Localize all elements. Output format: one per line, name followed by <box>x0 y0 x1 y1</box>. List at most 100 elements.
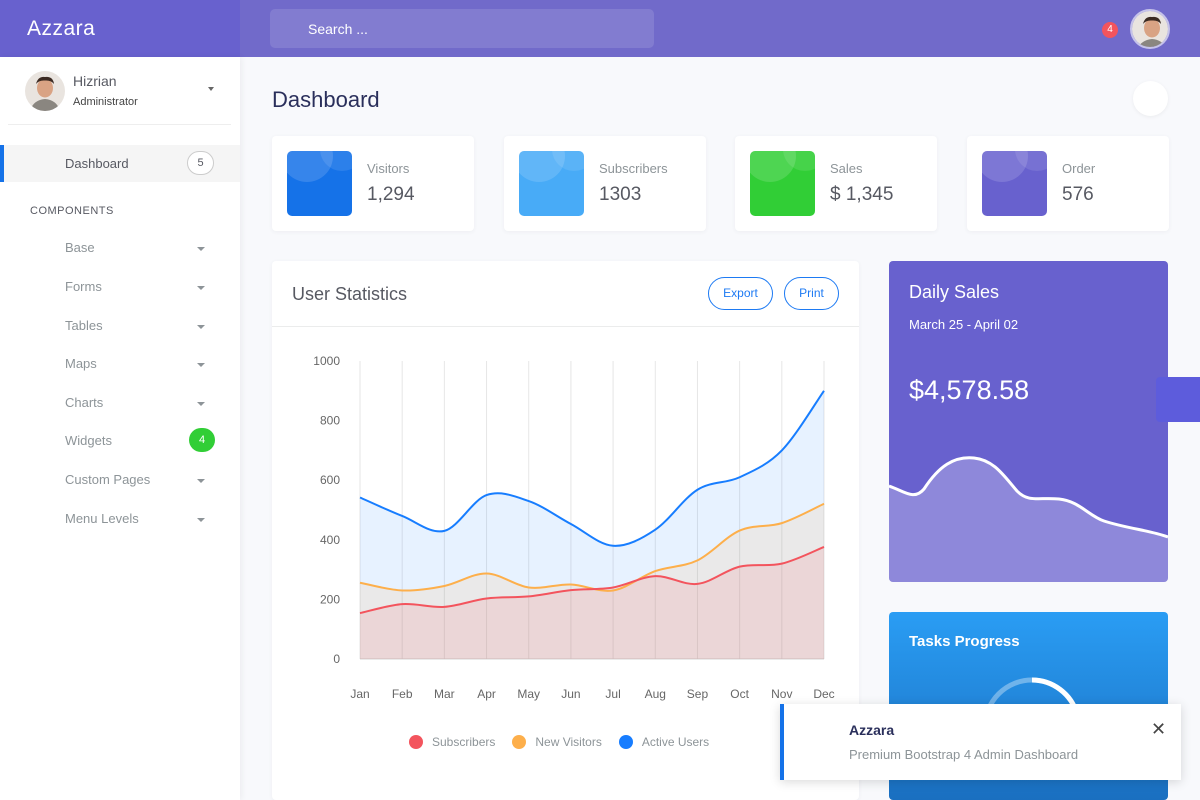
legend-item[interactable]: Active Users <box>618 735 710 749</box>
sidebar-item-label: Base <box>65 240 95 255</box>
stat-card-subscribers: Subscribers 1303 <box>504 136 706 231</box>
sidebar-item-menu-levels[interactable]: Menu Levels <box>0 500 240 538</box>
export-button[interactable]: Export <box>708 277 773 310</box>
search-box[interactable] <box>270 9 654 48</box>
area-subscribers <box>360 546 824 659</box>
series-line-subscribers <box>359 546 825 615</box>
sidebar-item-forms[interactable]: Forms <box>0 268 240 306</box>
caret-down-icon <box>197 479 205 483</box>
stat-value: 1303 <box>599 184 642 205</box>
caret-down-icon <box>197 325 205 329</box>
user-statistics-card: User Statistics Export Print 0 200 400 600 8… <box>272 261 859 800</box>
user-panel[interactable]: Hizrian Administrator <box>8 57 231 125</box>
sidebar-item-label: Widgets <box>65 433 112 448</box>
sidebar-item-label: Maps <box>65 356 97 371</box>
stat-card-visitors: Visitors 1,294 <box>272 136 474 231</box>
logo[interactable]: Azzara <box>0 0 240 57</box>
stat-icon-bg <box>519 151 584 216</box>
caret-down-icon <box>197 363 205 367</box>
legend-dot <box>409 735 423 749</box>
sidebar-item-label: Tables <box>65 318 103 333</box>
y-tick-label: 600 <box>320 473 340 487</box>
sales-amount: $4,578.58 <box>909 375 1030 405</box>
stat-card-sales: Sales $ 1,345 <box>735 136 937 231</box>
legend-item[interactable]: Subscribers <box>409 735 495 749</box>
legend-dot <box>512 735 527 749</box>
legend-label: New Visitors <box>535 735 602 749</box>
x-tick-label: Jan <box>350 687 369 701</box>
close-icon[interactable]: ✕ <box>1151 719 1167 739</box>
sidebar-item-label: Forms <box>65 279 102 294</box>
stat-icon-bg <box>982 151 1047 216</box>
print-button[interactable]: Print <box>784 277 839 310</box>
stat-value: 576 <box>1062 184 1094 205</box>
page-title: Dashboard <box>272 87 380 112</box>
legend-item[interactable]: New Visitors <box>512 735 602 749</box>
x-tick-label: Oct <box>730 687 749 701</box>
daily-sales-card: Daily Sales March 25 - April 02 $4,578.5… <box>889 261 1168 582</box>
area-active-users <box>360 390 824 659</box>
sidebar-item-label: Charts <box>65 395 104 410</box>
daily-sales-sparkline <box>889 456 1168 582</box>
x-tick-label: Mar <box>434 687 455 701</box>
toast-title: Azzara <box>849 722 895 738</box>
stat-icon <box>519 151 584 216</box>
stat-label: Subscribers <box>599 161 668 176</box>
sidebar-item-tables[interactable]: Tables <box>0 307 240 345</box>
x-tick-label: Jul <box>605 687 620 701</box>
section-title: COMPONENTS <box>30 205 114 217</box>
stat-icon <box>982 151 1047 216</box>
user-name: Hizrian <box>73 73 117 89</box>
y-tick-label: 800 <box>320 414 340 428</box>
notification-toast: Azzara Premium Bootstrap 4 Admin Dashboa… <box>780 704 1181 780</box>
sidebar-item-charts[interactable]: Charts <box>0 384 240 422</box>
sidebar-item-label: Menu Levels <box>65 511 139 526</box>
stat-icon-bg <box>750 151 815 216</box>
stat-label: Visitors <box>367 161 410 176</box>
settings-button[interactable] <box>1133 81 1168 116</box>
legend-label: Subscribers <box>432 735 496 749</box>
sidebar: Hizrian Administrator Dashboard 5 COMPON… <box>0 57 240 800</box>
card-header: User Statistics Export Print <box>272 261 859 327</box>
caret-down-icon[interactable] <box>208 87 214 91</box>
area-new-visitors <box>360 503 824 659</box>
topbar: 4 <box>240 0 1200 57</box>
x-tick-label: Feb <box>392 687 413 701</box>
series-line-active-users <box>359 390 825 547</box>
user-statistics-chart: 0 200 400 600 800 1000 Jan Feb Mar Apr May Jun Jul Au… <box>313 354 834 701</box>
x-tick-label: Aug <box>645 687 666 701</box>
caret-down-icon <box>197 518 205 522</box>
legend-dot <box>618 735 633 749</box>
stat-value: 1,294 <box>367 184 415 205</box>
sidebar-item-widgets[interactable]: Widgets 4 <box>0 422 240 460</box>
caret-down-icon <box>197 247 205 251</box>
sidebar-item-dashboard[interactable]: Dashboard 5 <box>0 145 240 182</box>
card-title: Daily Sales <box>909 282 1000 302</box>
y-tick-label: 1000 <box>313 354 340 368</box>
stat-icon <box>750 151 815 216</box>
caret-down-icon <box>197 286 205 290</box>
notification-badge[interactable]: 4 <box>1102 22 1118 38</box>
sidebar-item-maps[interactable]: Maps <box>0 345 240 383</box>
x-tick-label: Sep <box>687 687 709 701</box>
stat-value: $ 1,345 <box>830 184 894 205</box>
date-range: March 25 - April 02 <box>909 317 1019 332</box>
caret-down-icon <box>197 402 205 406</box>
dashboard-badge: 5 <box>187 151 214 175</box>
settings-tab[interactable] <box>1156 377 1200 422</box>
sidebar-item-custom-pages[interactable]: Custom Pages <box>0 461 240 499</box>
user-role: Administrator <box>73 96 138 108</box>
legend-label: Active Users <box>641 735 710 749</box>
x-tick-label: Apr <box>477 687 496 701</box>
sidebar-item-label: Custom Pages <box>65 472 151 487</box>
y-tick-label: 400 <box>320 533 340 547</box>
search-input[interactable] <box>308 20 638 37</box>
avatar[interactable] <box>1130 9 1170 49</box>
sidebar-item-base[interactable]: Base <box>0 229 240 267</box>
stat-card-order: Order 576 <box>967 136 1169 231</box>
card-title: Tasks Progress <box>909 633 1020 650</box>
x-tick-label: Dec <box>813 687 834 701</box>
widgets-badge: 4 <box>189 428 215 452</box>
x-tick-label: May <box>517 687 540 701</box>
x-tick-label: Nov <box>771 687 792 701</box>
